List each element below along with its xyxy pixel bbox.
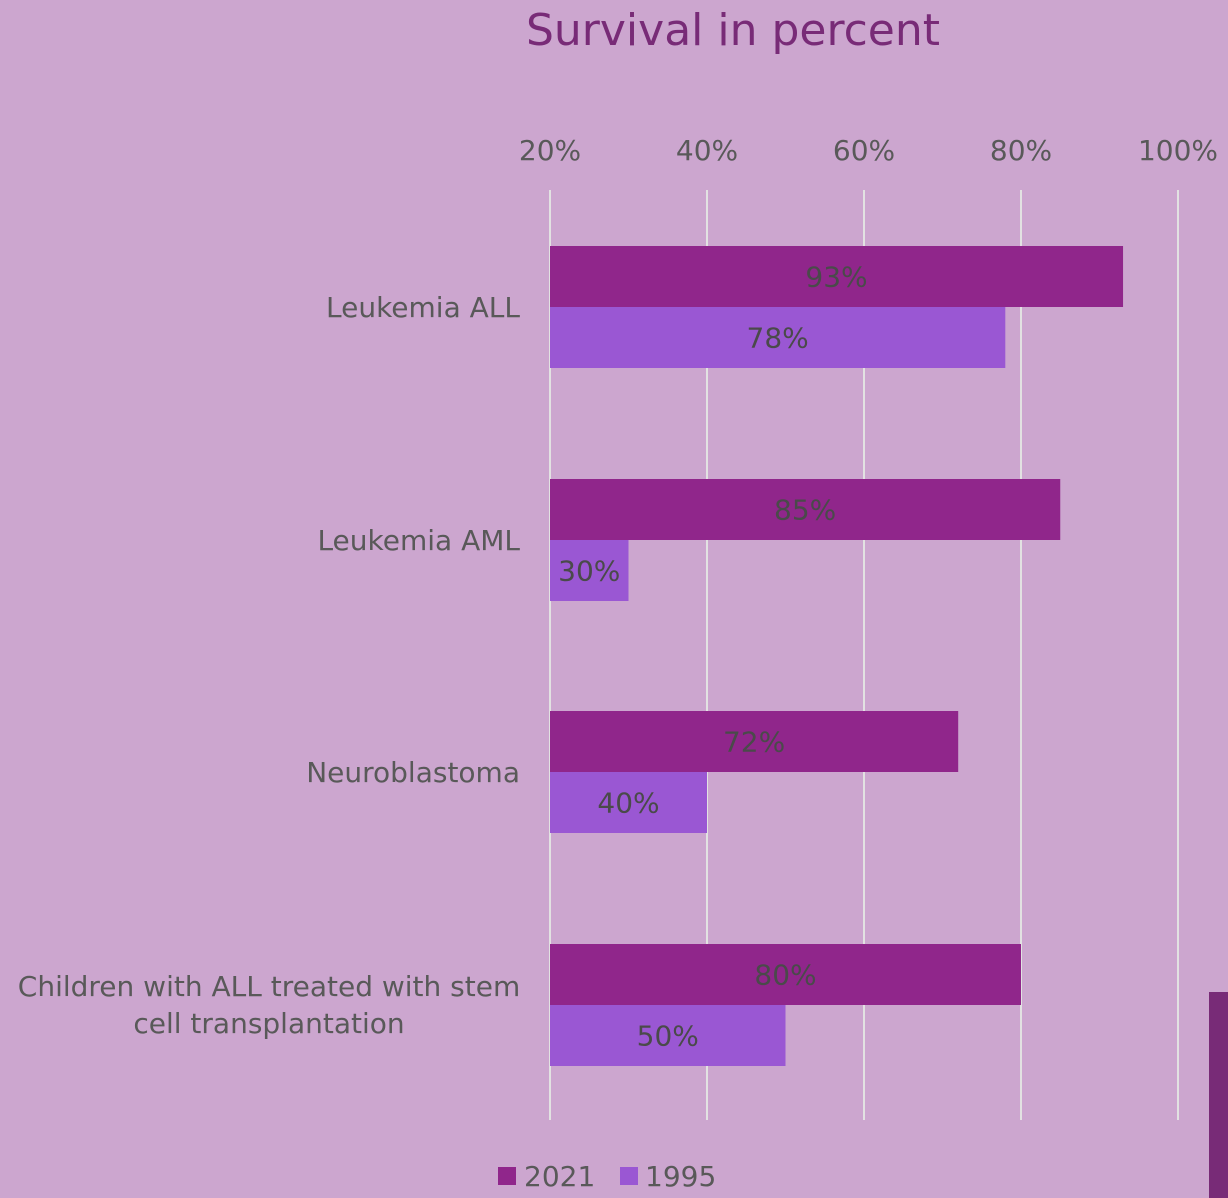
- legend-swatch-1995: [620, 1167, 638, 1185]
- data-label: 50%: [637, 1020, 699, 1053]
- data-label: 40%: [597, 787, 659, 820]
- corner-accent-bar: [1209, 992, 1228, 1198]
- category-label-line: cell transplantation: [133, 1007, 404, 1040]
- bar-1995: [550, 540, 629, 601]
- legend-label: 1995: [645, 1160, 716, 1193]
- data-label: 30%: [558, 555, 620, 588]
- data-label: 80%: [754, 959, 816, 992]
- category-label: Neuroblastoma: [306, 756, 520, 789]
- bar-2021: [550, 246, 1124, 307]
- bar-2021: [550, 711, 959, 772]
- x-tick-label: 80%: [990, 134, 1052, 167]
- bar-2021: [550, 479, 1061, 540]
- bar-1995: [550, 1005, 786, 1066]
- category-label: Leukemia AML: [317, 524, 520, 557]
- data-label: 85%: [774, 494, 836, 527]
- bar-1995: [550, 772, 707, 833]
- x-tick-label: 40%: [676, 134, 738, 167]
- x-tick-label: 100%: [1138, 134, 1218, 167]
- bar-1995: [550, 307, 1006, 368]
- bar-2021: [550, 944, 1021, 1005]
- legend-label: 2021: [524, 1160, 595, 1193]
- legend-swatch-2021: [498, 1167, 516, 1185]
- category-label-line: Children with ALL treated with stem: [18, 970, 520, 1003]
- x-tick-label: 20%: [519, 134, 581, 167]
- category-label: Leukemia ALL: [326, 291, 520, 324]
- data-label: 72%: [723, 726, 785, 759]
- data-label: 93%: [805, 261, 867, 294]
- chart-title: Survival in percent: [525, 5, 940, 56]
- x-tick-label: 60%: [833, 134, 895, 167]
- data-label: 78%: [747, 322, 809, 355]
